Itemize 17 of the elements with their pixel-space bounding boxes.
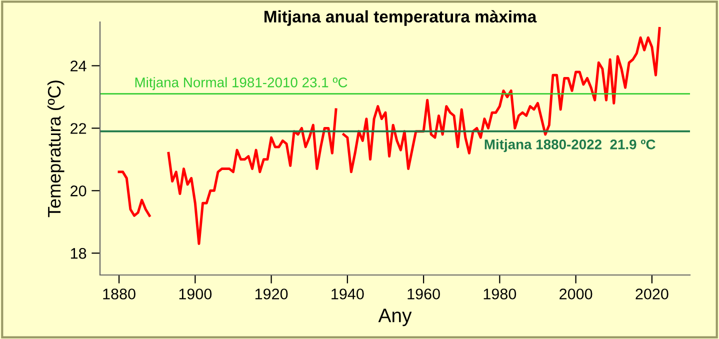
y-tick-label: 20	[70, 186, 86, 196]
x-tick-label: 1920	[255, 288, 288, 300]
ref-line-label: Mitjana 1880-2022 21.9 ºC	[484, 139, 656, 152]
x-tick-label: 2020	[636, 288, 668, 300]
y-axis-title: Temepratura (ºC)	[47, 80, 64, 218]
x-axis-title: Any	[378, 308, 412, 326]
x-tick-label: 1980	[484, 288, 516, 300]
ref-line-label: Mitjana Normal 1981-2010 23.1 ºC	[135, 77, 348, 90]
x-tick-label: 1900	[179, 288, 212, 300]
x-tick-label: 2000	[560, 288, 592, 300]
y-tick-label: 24	[70, 60, 86, 72]
y-tick-label: 22	[70, 123, 86, 134]
x-tick-label: 1880	[103, 288, 136, 300]
x-tick-label: 1940	[332, 288, 364, 300]
x-tick-label: 1960	[408, 288, 440, 300]
chart-title: Mitjana anual temperatura màxima	[264, 10, 537, 26]
y-tick-label: 18	[70, 248, 86, 259]
